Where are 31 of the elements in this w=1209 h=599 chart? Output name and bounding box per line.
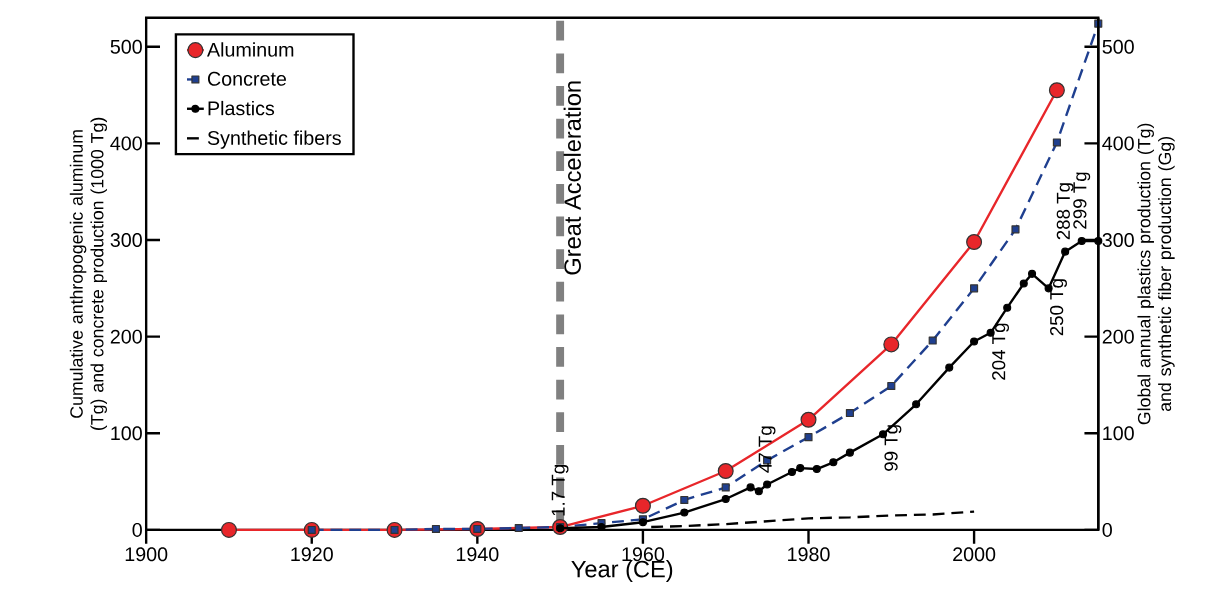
ref-line-label: Great Acceleration bbox=[563, 81, 581, 275]
data-label: 288 Tg bbox=[1056, 183, 1074, 240]
y-axis-title: Cumulative anthropogenic aluminum (Tg) and concrete production (1000 Tg) bbox=[69, 117, 108, 430]
y2-tick-label: 400 bbox=[1102, 136, 1134, 151]
y-tick-label: 200 bbox=[110, 329, 142, 344]
y2-tick-label: 300 bbox=[1102, 233, 1134, 247]
data-label: 204 Tg bbox=[992, 323, 1010, 380]
y2-axis-title: Global annual plastics production (Tg) and synthetic fiber production (Gg) bbox=[1137, 123, 1175, 425]
y2-tick-label: 200 bbox=[1102, 329, 1134, 344]
x-tick-label: 1960 bbox=[622, 547, 665, 562]
data-label: 47 Tg bbox=[758, 426, 776, 473]
x-tick-label: 1940 bbox=[456, 547, 499, 562]
data-label: 299 Tg bbox=[1073, 172, 1091, 229]
x-tick-label: 1980 bbox=[788, 547, 830, 562]
y2-tick-label: 500 bbox=[1102, 39, 1134, 54]
legend-label: Aluminum bbox=[206, 42, 294, 57]
data-label: 250 Tg bbox=[1050, 279, 1067, 336]
legend-label: Synthetic fibers bbox=[207, 130, 341, 149]
legend-label: Concrete bbox=[207, 71, 286, 86]
x-tick-label: 2000 bbox=[953, 547, 996, 562]
x-tick-label: 1900 bbox=[125, 547, 168, 562]
x-tick-label: 1920 bbox=[291, 547, 333, 562]
y-tick-label: 0 bbox=[132, 522, 142, 537]
y-tick-label: 500 bbox=[110, 39, 142, 54]
y-tick-label: 100 bbox=[111, 426, 142, 441]
y2-tick-label: 0 bbox=[1102, 522, 1112, 537]
y2-tick-label: 100 bbox=[1103, 426, 1134, 441]
data-label: 1.7 Tg bbox=[551, 465, 569, 516]
y-tick-label: 400 bbox=[110, 136, 142, 151]
y-tick-label: 300 bbox=[110, 233, 142, 247]
legend-label: Plastics bbox=[208, 100, 275, 116]
